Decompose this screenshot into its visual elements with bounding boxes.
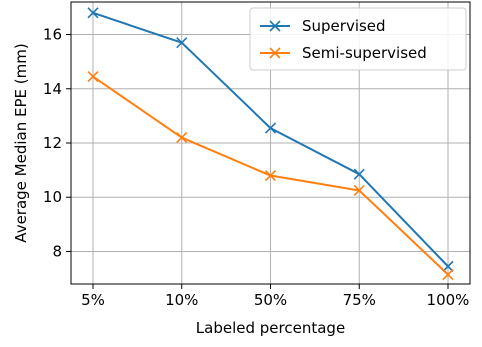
- data-point-marker: [264, 169, 277, 182]
- y-tick-label: 8: [52, 242, 62, 260]
- y-axis-label: Average Median EPE (mm): [12, 43, 30, 242]
- data-point-marker: [353, 168, 365, 180]
- y-tick-label: 12: [43, 134, 62, 152]
- data-point-marker: [87, 71, 99, 83]
- x-axis-label: Labeled percentage: [196, 319, 345, 337]
- y-tick-label: 14: [43, 80, 62, 98]
- legend-item: Semi-supervised: [260, 44, 427, 62]
- x-tick-label: 50%: [254, 291, 287, 309]
- x-tick-label: 10%: [165, 291, 198, 309]
- legend-box: [249, 7, 467, 71]
- data-point-marker: [176, 37, 188, 49]
- data-point-marker: [442, 268, 454, 281]
- data-point-marker: [264, 122, 277, 134]
- series-group: [87, 7, 454, 281]
- series-0: [87, 7, 454, 272]
- y-tick-label: 16: [43, 26, 62, 44]
- x-tick-label: 75%: [343, 291, 376, 309]
- legend-item: Supervised: [260, 17, 386, 35]
- data-point-marker: [353, 184, 365, 197]
- data-point-marker: [442, 260, 454, 272]
- legend-label: Supervised: [302, 17, 386, 35]
- series-1: [87, 71, 454, 281]
- axis-ticks: 5% 10% 50% 75% 100% 8 10 12 14 16: [43, 26, 470, 309]
- y-tick-label: 10: [43, 188, 62, 206]
- data-point-marker: [87, 7, 99, 19]
- x-tick-label: 5%: [81, 291, 105, 309]
- legend-label: Semi-supervised: [302, 44, 427, 62]
- data-point-marker: [176, 132, 188, 144]
- legend: Supervised Semi-supervised: [249, 7, 467, 71]
- x-tick-label: 100%: [427, 291, 470, 309]
